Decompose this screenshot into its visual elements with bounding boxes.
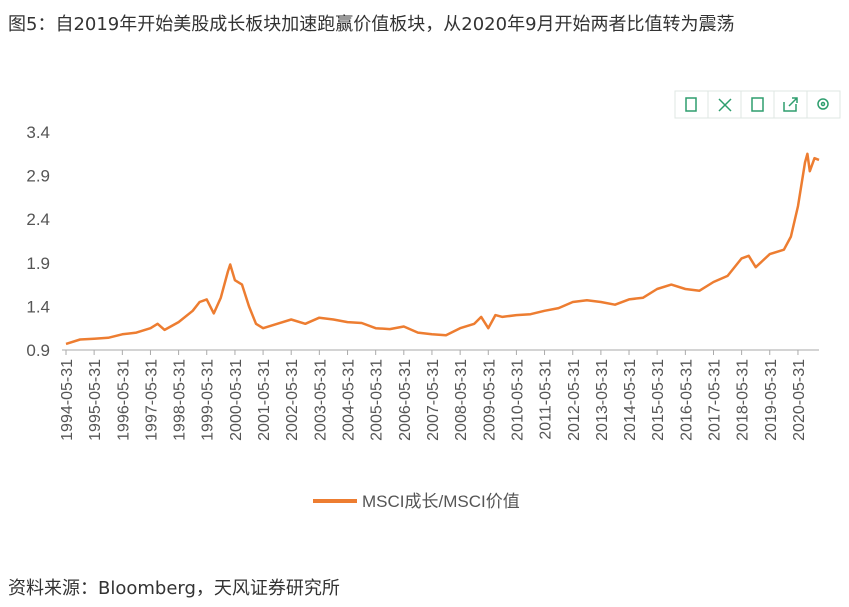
- chart-title: 图5：自2019年开始美股成长板块加速跑赢价值板块，从2020年9月开始两者比值…: [8, 14, 735, 35]
- x-tick-label: 2020-05-31: [791, 359, 808, 441]
- x-tick-label: 2007-05-31: [425, 359, 442, 441]
- x-tick-label: 1996-05-31: [115, 359, 132, 441]
- x-tick-label: 2015-05-31: [650, 359, 667, 441]
- y-tick-label: 3.4: [26, 123, 50, 142]
- x-tick-label: 1997-05-31: [143, 359, 160, 441]
- x-tick-label: 2016-05-31: [678, 359, 695, 441]
- x-tick-label: 1999-05-31: [200, 359, 217, 441]
- x-tick-label: 2000-05-31: [228, 359, 245, 441]
- tool-button[interactable]: [707, 90, 742, 119]
- y-tick-label: 0.9: [26, 341, 50, 360]
- tool-button[interactable]: [740, 90, 775, 119]
- y-tick-label: 2.9: [26, 167, 50, 186]
- x-tick-label: 2008-05-31: [453, 359, 470, 441]
- x-tick-label: 1998-05-31: [172, 359, 189, 441]
- legend-label: MSCI成长/MSCI价值: [362, 492, 520, 511]
- x-tick-label: 2018-05-31: [735, 359, 752, 441]
- x-tick-label: 2001-05-31: [256, 359, 273, 441]
- x-tick-label: 2005-05-31: [369, 359, 386, 441]
- x-tick-label: 2004-05-31: [341, 359, 358, 441]
- x-tick-label: 2012-05-31: [566, 359, 583, 441]
- x-tick-label: 2006-05-31: [397, 359, 414, 441]
- x-tick-label: 1994-05-31: [59, 359, 76, 441]
- tool-button[interactable]: [674, 90, 709, 119]
- x-tick-label: 2011-05-31: [538, 359, 555, 440]
- x-tick-label: 2009-05-31: [481, 359, 498, 441]
- x-tick-label: 2002-05-31: [284, 359, 301, 441]
- y-tick-label: 1.4: [26, 297, 50, 316]
- x-tick-label: 1995-05-31: [87, 359, 104, 441]
- data-line: [65, 152, 820, 346]
- y-tick-label: 2.4: [26, 210, 50, 229]
- tool-button[interactable]: [773, 90, 808, 119]
- x-tick-label: 2019-05-31: [763, 359, 780, 441]
- source-note: 资料来源：Bloomberg，天风证券研究所: [8, 578, 340, 599]
- x-tick-label: 2014-05-31: [622, 359, 639, 441]
- y-tick-label: 1.9: [26, 254, 50, 273]
- tool-button[interactable]: [806, 90, 841, 119]
- x-tick-label: 2017-05-31: [706, 359, 723, 441]
- x-tick-label: 2003-05-31: [312, 359, 329, 441]
- x-tick-label: 2010-05-31: [509, 359, 526, 441]
- x-tick-label: 2013-05-31: [594, 359, 611, 441]
- toolbar: [674, 90, 841, 119]
